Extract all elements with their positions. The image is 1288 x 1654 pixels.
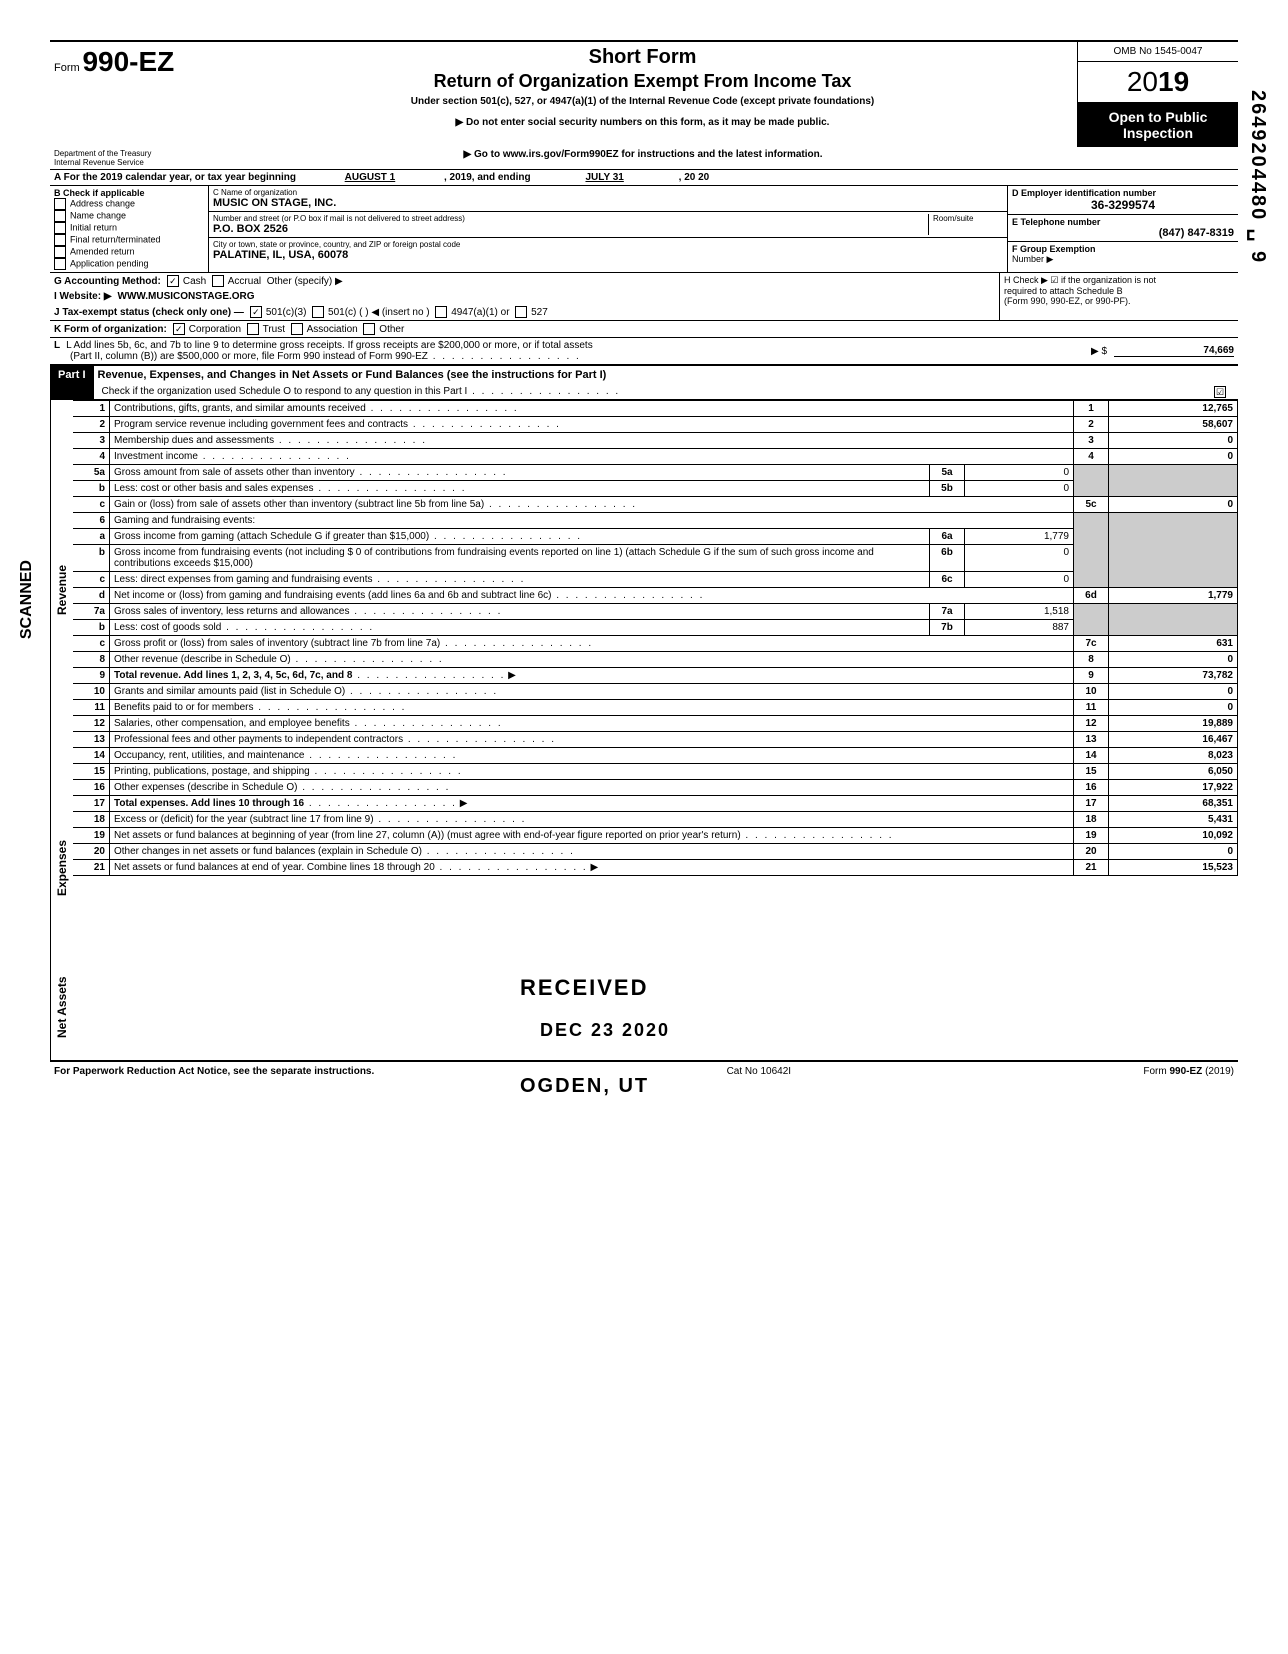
title-short-form: Short Form <box>216 46 1069 69</box>
website: WWW.MUSICONSTAGE.ORG <box>118 291 255 302</box>
stamp-ogden: OGDEN, UT <box>520 1075 649 1098</box>
col-b-checkboxes: B Check if applicable Address change Nam… <box>50 186 209 272</box>
stamp-received: RECEIVED <box>520 975 648 1001</box>
box-h-schedule-b: H Check ▶ ☑ if the organization is not r… <box>999 273 1238 320</box>
chk-amended-return[interactable] <box>54 246 66 258</box>
line13-value: 16,467 <box>1109 732 1238 748</box>
lines-table: 1Contributions, gifts, grants, and simil… <box>73 400 1238 876</box>
line4-value: 0 <box>1109 449 1238 465</box>
open-to-public: Open to Public Inspection <box>1078 103 1238 147</box>
chk-corporation[interactable]: ✓ <box>173 323 185 335</box>
line20-value: 0 <box>1109 844 1238 860</box>
line2-value: 58,607 <box>1109 417 1238 433</box>
chk-other-org[interactable] <box>363 323 375 335</box>
ssn-note: ▶ Do not enter social security numbers o… <box>216 117 1069 128</box>
line1-value: 12,765 <box>1109 401 1238 417</box>
line6b-value: 0 <box>965 545 1074 572</box>
chk-application-pending[interactable] <box>54 258 66 270</box>
chk-501c[interactable] <box>312 306 324 318</box>
col-de: D Employer identification number 36-3299… <box>1008 186 1238 272</box>
chk-association[interactable] <box>291 323 303 335</box>
row-i-website: I Website: ▶ WWW.MUSICONSTAGE.ORG <box>50 289 999 304</box>
dept-treasury: Department of the Treasury <box>54 149 204 158</box>
dln-number: 2649204480 ␣ 9 <box>1246 90 1270 264</box>
side-revenue: Revenue <box>50 400 73 780</box>
chk-527[interactable] <box>515 306 527 318</box>
side-net-assets: Net Assets <box>50 955 73 1060</box>
line5b-value: 0 <box>965 481 1074 497</box>
goto-note: ▶ Go to www.irs.gov/Form990EZ for instru… <box>208 147 1078 169</box>
gross-receipts-value: 74,669 <box>1114 345 1234 357</box>
part1-title: Revenue, Expenses, and Changes in Net As… <box>94 366 1238 384</box>
line15-value: 6,050 <box>1109 764 1238 780</box>
side-expenses: Expenses <box>50 780 73 955</box>
row-l-gross-receipts: LL Add lines 5b, 6c, and 7b to line 9 to… <box>50 338 1238 366</box>
scanned-stamp: SCANNED <box>18 560 36 639</box>
part1-header-row: Part I Revenue, Expenses, and Changes in… <box>50 366 1238 399</box>
form-number: 990-EZ <box>82 46 174 77</box>
omb-number: OMB No 1545-0047 <box>1078 42 1238 62</box>
row-k-form-org: K Form of organization: ✓Corporation Tru… <box>50 321 1238 338</box>
ein: 36-3299574 <box>1012 198 1234 212</box>
chk-initial-return[interactable] <box>54 222 66 234</box>
line7c-value: 631 <box>1109 636 1238 652</box>
title-return: Return of Organization Exempt From Incom… <box>216 71 1069 92</box>
line6a-value: 1,779 <box>965 529 1074 545</box>
tax-year: 2019 <box>1078 62 1238 103</box>
line14-value: 8,023 <box>1109 748 1238 764</box>
line5c-value: 0 <box>1109 497 1238 513</box>
chk-4947[interactable] <box>435 306 447 318</box>
line8-value: 0 <box>1109 652 1238 668</box>
line21-value: 15,523 <box>1109 860 1238 876</box>
line18-value: 5,431 <box>1109 812 1238 828</box>
phone: (847) 847-8319 <box>1012 227 1234 239</box>
org-street: P.O. BOX 2526 <box>213 223 928 235</box>
stamp-date: DEC 23 2020 <box>540 1020 670 1041</box>
line7b-value: 887 <box>965 620 1074 636</box>
line17-value: 68,351 <box>1109 796 1238 812</box>
chk-final-return[interactable] <box>54 234 66 246</box>
footer-paperwork: For Paperwork Reduction Act Notice, see … <box>54 1066 374 1077</box>
block-bcde: B Check if applicable Address change Nam… <box>50 186 1238 273</box>
dept-row: Department of the Treasury Internal Reve… <box>50 147 1238 170</box>
line19-value: 10,092 <box>1109 828 1238 844</box>
line9-value: 73,782 <box>1109 668 1238 684</box>
footer-form-ref: Form 990-EZ (2019) <box>1143 1066 1234 1077</box>
line6c-value: 0 <box>965 572 1074 588</box>
chk-accrual[interactable] <box>212 275 224 287</box>
title-under-section: Under section 501(c), 527, or 4947(a)(1)… <box>216 96 1069 107</box>
chk-name-change[interactable] <box>54 210 66 222</box>
line12-value: 19,889 <box>1109 716 1238 732</box>
line10-value: 0 <box>1109 684 1238 700</box>
chk-trust[interactable] <box>247 323 259 335</box>
chk-address-change[interactable] <box>54 198 66 210</box>
line16-value: 17,922 <box>1109 780 1238 796</box>
org-city: PALATINE, IL, USA, 60078 <box>213 249 1003 261</box>
row-a-tax-year: A For the 2019 calendar year, or tax yea… <box>50 170 1238 186</box>
row-j-tax-exempt: J Tax-exempt status (check only one) — ✓… <box>50 304 999 320</box>
line7a-value: 1,518 <box>965 604 1074 620</box>
row-g-accounting: G Accounting Method: ✓Cash Accrual Other… <box>50 273 999 289</box>
line5a-value: 0 <box>965 465 1074 481</box>
org-name: MUSIC ON STAGE, INC. <box>213 197 1003 209</box>
line3-value: 0 <box>1109 433 1238 449</box>
line11-value: 0 <box>1109 700 1238 716</box>
form-label: Form <box>54 62 80 74</box>
part1-label: Part I <box>50 366 94 399</box>
footer-cat-no: Cat No 10642I <box>727 1066 792 1077</box>
col-c-org-info: C Name of organization MUSIC ON STAGE, I… <box>209 186 1008 272</box>
chk-501c3[interactable]: ✓ <box>250 306 262 318</box>
line6d-value: 1,779 <box>1109 588 1238 604</box>
chk-schedule-o[interactable]: ☑ <box>1214 386 1226 398</box>
chk-cash[interactable]: ✓ <box>167 275 179 287</box>
irs-label: Internal Revenue Service <box>54 158 204 167</box>
form-header: Form 990-EZ Short Form Return of Organiz… <box>50 40 1238 147</box>
